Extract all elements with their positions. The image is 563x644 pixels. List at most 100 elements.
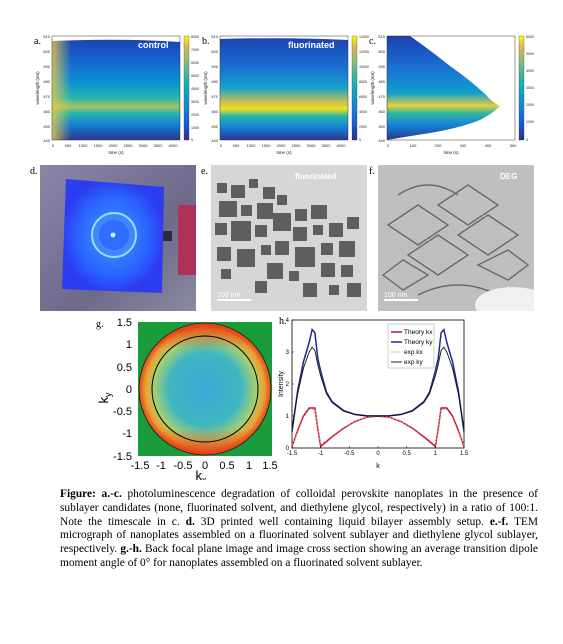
tem-f-tag: DEG	[500, 172, 517, 181]
cbar-tick: 4000	[191, 87, 199, 91]
photo-d-well-center	[110, 232, 116, 238]
caption-ref-ac: a.-c.	[101, 488, 122, 500]
xtick: 2000	[277, 143, 287, 148]
heatmap-a-tag: control	[138, 40, 169, 50]
heatmap-b-yticks: 510 500 490 480 470 460 450 440	[211, 34, 218, 143]
heatmap-a-yticks: 510 500 490 480 470 460 450 440	[43, 34, 50, 143]
ytick: 510	[43, 34, 50, 39]
ytick: 450	[43, 124, 50, 129]
ytick: 470	[211, 94, 218, 99]
ytick: -1.5	[113, 451, 132, 463]
heatmap-a: control 510 500 490 480 470 460 450 440 …	[35, 34, 199, 155]
ytick: 490	[43, 64, 50, 69]
chart-h-xticks: -1.5 -1 -0.5 0 0.5 1 1.5	[287, 446, 469, 457]
cbar-tick: 5000	[191, 74, 199, 78]
bfp-ylabel-sub: y	[103, 392, 113, 397]
xtick: 1	[246, 460, 252, 472]
caption-text-1: photoluminescence degradation of colloid…	[60, 488, 538, 528]
caption-figure-label: Figure:	[60, 488, 96, 500]
bfp-ylabel-main: k	[96, 397, 111, 404]
caption-text-4: Back focal plane image and image cross s…	[60, 543, 538, 569]
heatmap-a-xticks: 0 500 1000 1500 2000 2500 3000 3500 4000	[52, 143, 178, 148]
heatmap-c-cbar-ticks: 6000 5000 4000 3000 2000 1000 0	[526, 35, 534, 142]
xtick: 2500	[124, 143, 134, 148]
xtick: 500	[233, 143, 240, 148]
caption-ref-gh: g.-h.	[120, 543, 142, 556]
chart-h-xlabel: k	[376, 463, 380, 470]
bfp-yticks: 1.5 1 0.5 0 -0.5 -1 -1.5	[113, 317, 132, 463]
cbar-tick: 0	[526, 138, 528, 142]
cbar-tick: 4000	[526, 69, 534, 73]
cbar-tick: 3000	[526, 86, 534, 90]
cbar-tick: 6000	[191, 61, 199, 65]
x-tick-label: 1	[434, 451, 438, 457]
caption-text-3: TEM micrograph of nanoplates assembled o…	[60, 515, 539, 556]
heatmap-b: fluorinated 510 500 490 480 470 460 450 …	[203, 34, 369, 155]
tem-e-tag: fluorinated	[295, 172, 336, 181]
xtick: 200	[435, 143, 442, 148]
heatmap-a-xlabel: time (s)	[109, 150, 125, 155]
heatmap-b-field	[220, 36, 348, 140]
cbar-tick: 0	[359, 138, 361, 142]
tem-image-e: fluorinated 100 nm	[211, 165, 367, 311]
ytick: 1	[126, 339, 132, 351]
photo-d-port	[160, 231, 172, 241]
heatmap-c-xlabel: time (s)	[444, 150, 460, 155]
legend-label: exp ky	[404, 359, 424, 366]
y-tick-label: 0	[286, 446, 290, 452]
xtick: 100	[410, 143, 417, 148]
chart-h-legend: Theory kx Theory ky exp kx exp ky	[387, 323, 435, 369]
cbar-tick: 12000	[359, 50, 369, 54]
heatmap-c: DEG 510 500 490 480 470 460 450 440 wave…	[370, 34, 534, 155]
heatmap-a-colorbar	[183, 35, 190, 141]
bfp-inner-circle	[151, 335, 259, 443]
bfp-xlabel-main: k	[196, 468, 203, 480]
tem-e-scalebar	[217, 299, 251, 301]
ytick: 500	[378, 49, 385, 54]
xtick: 400	[485, 143, 492, 148]
xtick: 500	[510, 143, 517, 148]
photo-d-red-object	[178, 205, 196, 275]
ytick: 0	[126, 384, 132, 396]
chart-h-plot-area	[291, 319, 465, 449]
heatmap-b-xlabel: time (s)	[277, 150, 293, 155]
tem-f-scalebar-label: 100 nm	[384, 292, 408, 299]
xtick: 3500	[322, 143, 332, 148]
xtick: -1	[156, 460, 166, 472]
xtick: 3000	[307, 143, 317, 148]
xtick: 1500	[94, 143, 104, 148]
bfp-lobes	[139, 323, 271, 455]
bfp-ylabel: ky	[96, 392, 113, 404]
cbar-tick: 5000	[526, 52, 534, 56]
ytick: 450	[211, 124, 218, 129]
x-tick-label: -1	[318, 451, 324, 457]
heatmap-a-edge	[52, 36, 180, 42]
xtick: 0	[202, 460, 208, 472]
cbar-tick: 2000	[526, 103, 534, 107]
x-tick-label: 0.5	[402, 451, 411, 457]
caption-text-2: 3D printed well containing liquid bilaye…	[194, 515, 490, 528]
ytick: 490	[211, 64, 218, 69]
y-tick-label: 1	[286, 414, 290, 420]
xtick: 3000	[139, 143, 149, 148]
ytick: 460	[211, 109, 218, 114]
y-tick-label: 2	[286, 382, 290, 388]
cbar-tick: 8000	[359, 80, 367, 84]
xtick: -1.5	[131, 460, 150, 472]
panel-label-a: a.	[34, 36, 41, 47]
ytick: 440	[211, 138, 218, 143]
ytick: 490	[378, 64, 385, 69]
panel-label-f: f.	[369, 166, 375, 177]
cbar-tick: 8000	[191, 35, 199, 39]
tem-f-background	[378, 165, 534, 311]
x-tick-label: 1.5	[460, 451, 469, 457]
chart-h-yticks: 0 1 2 3 4	[286, 318, 294, 452]
heatmap-row: control 510 500 490 480 470 460 450 440 …	[35, 34, 534, 155]
ytick: 510	[378, 34, 385, 39]
xtick: 3500	[154, 143, 164, 148]
ytick: 0.5	[117, 362, 132, 374]
ytick: 440	[43, 138, 50, 143]
heatmap-c-frame	[386, 35, 516, 141]
tem-image-f: DEG 100 nm	[378, 165, 534, 311]
legend-label: exp kx	[404, 349, 424, 356]
